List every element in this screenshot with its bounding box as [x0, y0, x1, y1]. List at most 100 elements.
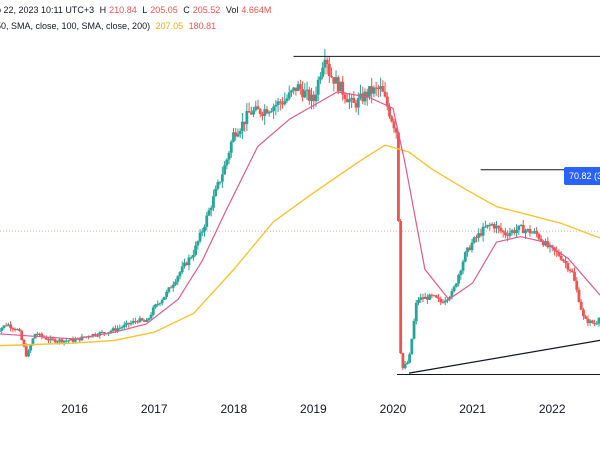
sma-short-line — [0, 91, 600, 340]
candle-up — [151, 307, 155, 315]
candle-down — [504, 232, 507, 236]
candle-down — [399, 220, 403, 354]
candle-down — [374, 87, 378, 89]
candle-up — [69, 338, 73, 341]
candle-down — [488, 224, 492, 226]
candle-down — [18, 329, 21, 331]
candle-down — [281, 102, 284, 105]
candle-down — [441, 302, 445, 304]
candle-up — [29, 345, 33, 351]
candle-up — [218, 181, 222, 183]
ma-header: 50, SMA, close, 100, SMA, close, 200) 20… — [0, 21, 219, 31]
candle-up — [56, 341, 59, 343]
candle-up — [174, 281, 177, 285]
candle-down — [539, 238, 543, 242]
candle-up — [296, 84, 300, 91]
candle-down — [390, 116, 394, 122]
ohlc-header: b 22, 2023 10:11 UTC+3 H 210.84 L 205.05 C… — [0, 5, 274, 15]
candle-up — [116, 328, 119, 331]
candle-up — [510, 230, 514, 233]
candle-down — [102, 332, 106, 334]
candle-up — [314, 94, 318, 102]
candle-up — [64, 340, 68, 342]
candle-up — [285, 98, 289, 101]
candle-down — [13, 328, 17, 330]
candle-down — [265, 109, 269, 114]
candle-up — [319, 76, 322, 80]
candle-up — [120, 327, 124, 329]
candle-up — [408, 354, 411, 363]
candle-down — [512, 230, 516, 234]
candle-up — [158, 303, 162, 305]
candle-up — [38, 333, 41, 336]
candle-down — [582, 309, 585, 317]
candle-up — [194, 245, 198, 255]
candle-down — [479, 233, 483, 236]
candle-up — [461, 261, 465, 271]
candle-up — [303, 90, 307, 98]
candle-down — [40, 333, 44, 337]
header-vol-label: Vol — [225, 5, 239, 15]
candle-up — [410, 338, 414, 355]
candle-up — [178, 272, 182, 277]
candle-down — [365, 91, 369, 97]
candle-up — [154, 304, 157, 308]
candle-down — [394, 128, 398, 133]
candle-down — [528, 228, 532, 234]
candle-down — [555, 250, 559, 253]
candle-up — [481, 226, 485, 236]
candle-up — [223, 165, 226, 175]
candle-up — [412, 320, 416, 339]
candle-up — [595, 323, 599, 325]
candle-up — [339, 81, 342, 92]
candle-down — [426, 296, 429, 300]
candle-up — [31, 338, 35, 346]
candle-up — [176, 276, 180, 282]
candle-down — [501, 231, 505, 233]
candle-down — [307, 89, 311, 101]
candle-down — [468, 247, 472, 251]
candle-up — [236, 134, 240, 137]
candle-down — [44, 337, 48, 340]
candle-up — [334, 77, 338, 84]
candle-up — [147, 318, 151, 320]
candle-up — [446, 299, 449, 301]
candle-down — [247, 111, 251, 113]
candle-down — [584, 316, 588, 319]
candle-down — [361, 93, 365, 102]
x-tick-label: 2020 — [379, 402, 407, 416]
candle-up — [350, 97, 354, 100]
support-trendline — [408, 339, 600, 374]
candle-up — [131, 320, 135, 323]
candle-down — [343, 94, 347, 99]
candle-down — [437, 297, 440, 299]
candle-down — [564, 261, 568, 264]
candle-up — [252, 110, 255, 115]
candle-up — [414, 302, 418, 321]
candle-down — [557, 252, 561, 256]
candle-up — [515, 229, 518, 234]
candle-up — [533, 231, 536, 233]
candle-down — [294, 87, 298, 91]
candle-up — [73, 339, 77, 342]
candle-down — [71, 338, 75, 342]
candle-down — [330, 76, 333, 78]
x-tick-label: 2019 — [300, 402, 327, 416]
candle-up — [2, 325, 6, 328]
candle-down — [140, 318, 144, 321]
candle-down — [312, 94, 316, 102]
candle-up — [287, 92, 291, 99]
candle-down — [301, 89, 304, 98]
candle-up — [212, 196, 215, 208]
candle-up — [321, 67, 325, 77]
candle-up — [290, 90, 293, 93]
candle-down — [345, 98, 349, 103]
candle-up — [232, 132, 235, 142]
candle-down — [352, 97, 356, 103]
candle-up — [160, 299, 164, 304]
candle-up — [450, 291, 454, 298]
candle-up — [180, 266, 184, 273]
candle-up — [80, 336, 84, 341]
candle-up — [254, 106, 258, 111]
